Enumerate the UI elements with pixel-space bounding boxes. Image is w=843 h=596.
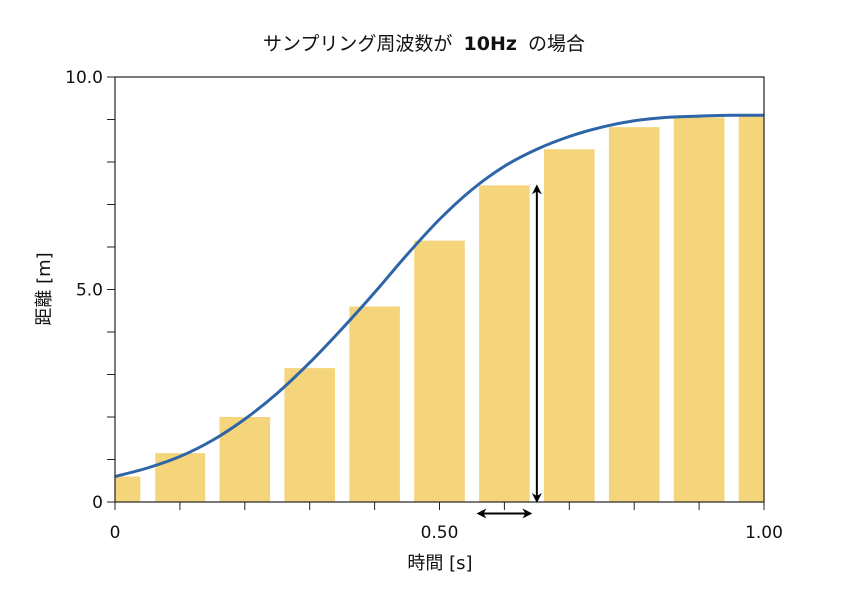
axes-group <box>107 76 765 510</box>
x-axis-label: 時間 [s] <box>407 553 472 574</box>
bar-10 <box>738 115 764 502</box>
annotations-group <box>476 184 542 519</box>
bar-0 <box>115 476 141 502</box>
tick-labels-group: 0 5.0 10.0 0 0.50 1.00 <box>65 68 783 543</box>
bar-9 <box>673 117 725 502</box>
x-tick-label: 0 <box>110 523 121 543</box>
bar-8 <box>608 127 660 503</box>
title-suffix: の場合 <box>528 33 585 55</box>
x-tick-label: 1.00 <box>745 523 783 543</box>
y-tick-label: 5.0 <box>76 281 103 301</box>
bar-1 <box>155 453 206 502</box>
x-tick-label: 0.50 <box>421 523 459 543</box>
y-tick-label: 10.0 <box>65 68 103 88</box>
bar-5 <box>414 240 465 502</box>
chart-title: サンプリング周波数が 10Hz の場合 <box>263 33 585 55</box>
bar-4 <box>349 306 400 502</box>
y-tick-label: 0 <box>92 493 103 513</box>
bars-group <box>115 115 764 503</box>
bar-3 <box>284 368 336 502</box>
title-prefix: サンプリング周波数が <box>263 33 452 55</box>
title-rate: 10Hz <box>464 33 517 55</box>
bar-7 <box>543 149 595 502</box>
bar-6 <box>479 185 530 502</box>
curve-group <box>114 113 765 478</box>
y-axis-label: 距離 [m] <box>34 252 55 325</box>
distance-curve <box>114 113 765 478</box>
